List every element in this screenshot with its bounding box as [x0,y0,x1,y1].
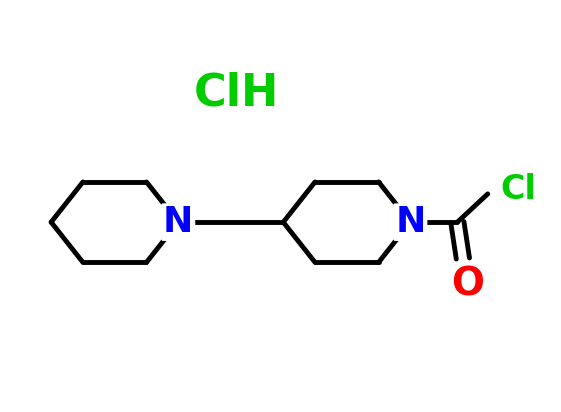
Text: Cl: Cl [500,173,536,206]
Text: N: N [163,205,194,239]
Text: N: N [395,205,426,239]
Text: ClH: ClH [194,71,279,115]
Text: O: O [451,266,484,304]
